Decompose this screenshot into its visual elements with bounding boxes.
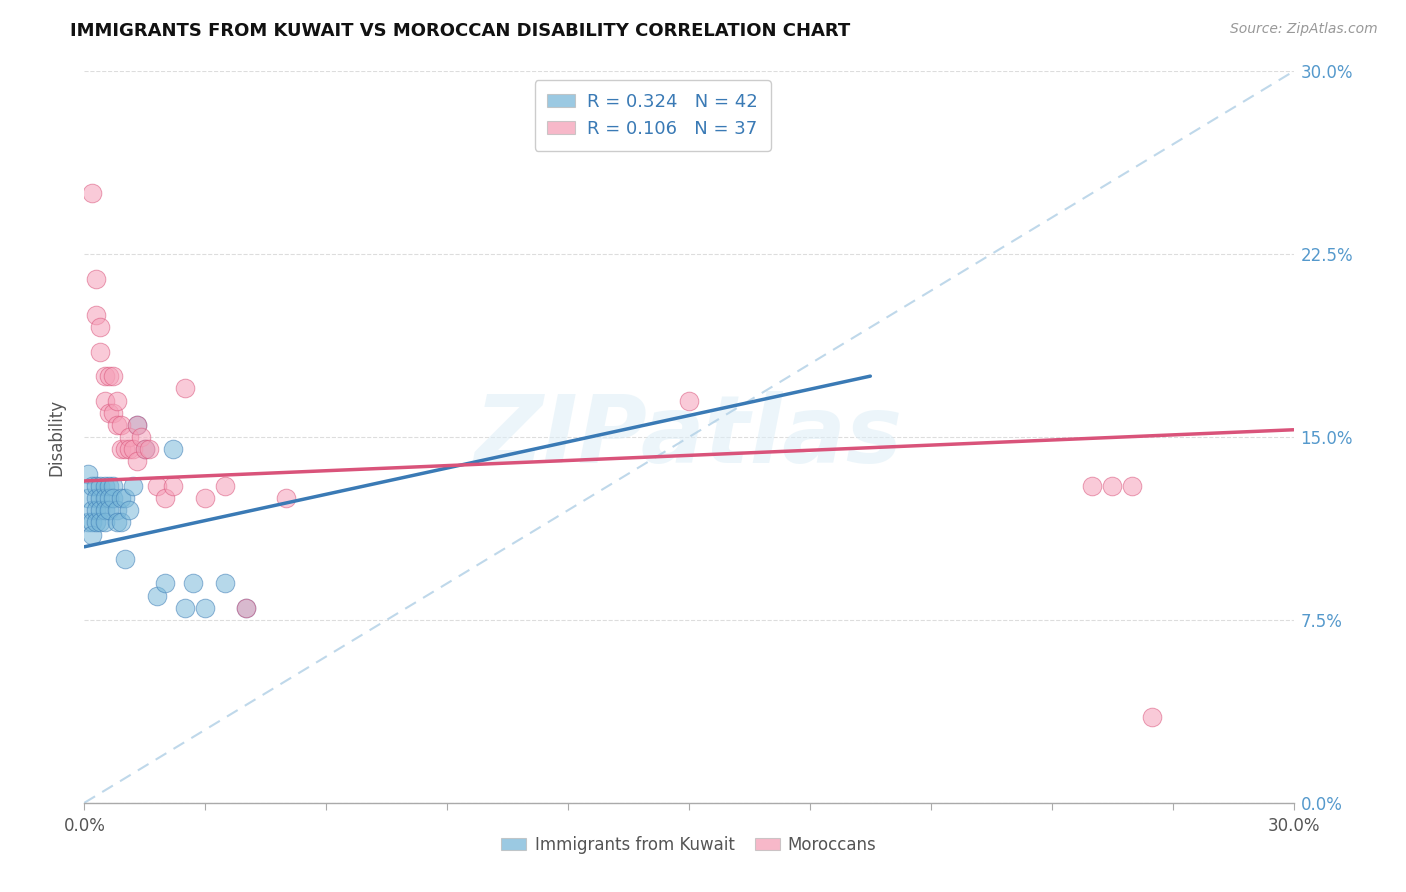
Point — [118, 430, 141, 444]
Point — [89, 491, 111, 505]
Legend: Immigrants from Kuwait, Moroccans: Immigrants from Kuwait, Moroccans — [495, 829, 883, 860]
Point — [82, 503, 104, 517]
Point — [1121, 479, 1143, 493]
Point — [1142, 710, 1164, 724]
Point — [1081, 479, 1104, 493]
Text: ZIPatlas: ZIPatlas — [475, 391, 903, 483]
Point — [93, 516, 115, 530]
Text: Source: ZipAtlas.com: Source: ZipAtlas.com — [1230, 22, 1378, 37]
Point — [134, 442, 156, 457]
Point — [174, 381, 197, 395]
Point — [86, 491, 108, 505]
Point — [93, 503, 115, 517]
Point — [174, 600, 197, 615]
Y-axis label: Disability: Disability — [48, 399, 66, 475]
Point — [146, 589, 169, 603]
Point — [118, 503, 141, 517]
Point — [93, 479, 115, 493]
Point — [162, 442, 184, 457]
Point — [153, 576, 176, 591]
Point — [138, 442, 160, 457]
Point — [97, 369, 120, 384]
Point — [93, 393, 115, 408]
Point — [214, 576, 236, 591]
Point — [97, 406, 120, 420]
Point — [82, 516, 104, 530]
Point — [101, 406, 124, 420]
Point — [97, 503, 120, 517]
Point — [89, 344, 111, 359]
Point — [89, 503, 111, 517]
Point — [97, 479, 120, 493]
Text: IMMIGRANTS FROM KUWAIT VS MOROCCAN DISABILITY CORRELATION CHART: IMMIGRANTS FROM KUWAIT VS MOROCCAN DISAB… — [70, 22, 851, 40]
Point — [82, 479, 104, 493]
Point — [105, 503, 128, 517]
Point — [89, 516, 111, 530]
Point — [214, 479, 236, 493]
Point — [125, 454, 148, 468]
Point — [146, 479, 169, 493]
Point — [114, 442, 136, 457]
Point — [86, 503, 108, 517]
Point — [1101, 479, 1123, 493]
Point — [125, 417, 148, 432]
Point — [181, 576, 204, 591]
Point — [114, 491, 136, 505]
Point — [86, 479, 108, 493]
Point — [118, 442, 141, 457]
Point — [235, 600, 257, 615]
Point — [110, 516, 132, 530]
Point — [134, 442, 156, 457]
Point — [89, 479, 111, 493]
Point — [97, 491, 120, 505]
Point — [194, 600, 217, 615]
Point — [86, 516, 108, 530]
Point — [129, 430, 152, 444]
Point — [153, 491, 176, 505]
Point — [110, 417, 132, 432]
Point — [235, 600, 257, 615]
Point — [110, 491, 132, 505]
Point — [89, 320, 111, 334]
Point — [105, 393, 128, 408]
Point — [82, 186, 104, 201]
Point — [93, 369, 115, 384]
Point — [101, 479, 124, 493]
Point — [105, 417, 128, 432]
Point — [82, 527, 104, 541]
Point — [93, 491, 115, 505]
Point — [194, 491, 217, 505]
Point — [101, 491, 124, 505]
Point — [77, 467, 100, 481]
Point — [121, 479, 143, 493]
Point — [110, 442, 132, 457]
Point — [121, 442, 143, 457]
Point — [86, 308, 108, 322]
Point — [162, 479, 184, 493]
Point — [678, 393, 700, 408]
Point — [274, 491, 297, 505]
Point — [114, 552, 136, 566]
Point — [101, 369, 124, 384]
Point — [105, 516, 128, 530]
Point — [77, 516, 100, 530]
Point — [125, 417, 148, 432]
Point — [77, 491, 100, 505]
Point — [86, 271, 108, 285]
